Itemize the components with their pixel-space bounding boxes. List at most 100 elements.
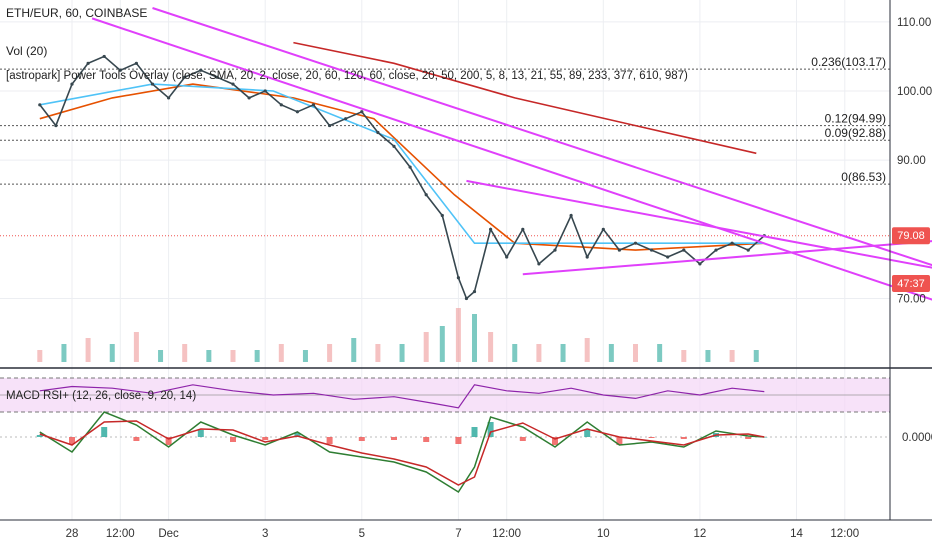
price-point-10 — [199, 68, 203, 72]
volume-bar-28 — [681, 350, 687, 362]
macd-hist-bar-2 — [101, 427, 108, 437]
fib-label-1: 0.12(94.99) — [825, 112, 886, 126]
volume-bar-29 — [705, 350, 711, 362]
price-point-9 — [183, 75, 187, 79]
volume-bar-11 — [302, 350, 308, 362]
volume-bar-16 — [423, 332, 429, 362]
symbol-title[interactable]: ETH/EUR, 60, COINBASE — [6, 6, 147, 20]
price-point-37 — [617, 248, 622, 252]
volume-bar-6 — [182, 344, 188, 362]
macd-hist-bar-15 — [487, 422, 494, 437]
signal-line — [39, 420, 765, 486]
volume-bar-23 — [560, 344, 566, 362]
price-point-45 — [746, 248, 750, 252]
volume-bar-30 — [729, 350, 735, 362]
countdown-tag: 47:37 — [892, 275, 930, 292]
volume-bar-18 — [455, 308, 461, 362]
price-point-33 — [553, 248, 557, 252]
volume-bar-15 — [399, 344, 405, 362]
volume-bar-19 — [472, 314, 477, 362]
fib-label-0: 0.236(103.17) — [811, 55, 886, 69]
rsi-line — [39, 384, 765, 409]
price-point-3 — [86, 61, 90, 65]
macd-hist-bar-12 — [423, 437, 430, 442]
time-tick-label-3: 3 — [262, 528, 268, 540]
countdown-label: 47:37 — [897, 278, 925, 290]
price-point-27 — [464, 296, 469, 301]
price-point-36 — [601, 227, 605, 231]
trendlines[interactable] — [91, 7, 932, 305]
price-point-34 — [569, 213, 573, 218]
macd-hist-bar-5 — [197, 430, 204, 437]
macd-hist-bar-14 — [471, 427, 478, 437]
macd-hist-bar-3 — [133, 437, 140, 441]
price-point-44 — [730, 241, 734, 245]
volume-bar-5 — [158, 350, 164, 362]
volume-bar-2 — [85, 338, 91, 362]
volume-bar-8 — [230, 350, 236, 362]
price-point-5 — [118, 68, 122, 72]
price-point-18 — [328, 123, 332, 128]
macd-zero-label: 0.0000 — [902, 432, 932, 444]
time-tick-label-1: 12:00 — [106, 528, 135, 540]
volume-bar-0 — [37, 350, 43, 362]
price-point-35 — [585, 255, 589, 259]
macd-hist-bar-21 — [680, 437, 687, 439]
fib-label-3: 0(86.53) — [841, 170, 886, 184]
volume-legend[interactable]: Vol (20) — [6, 44, 47, 58]
price-tick-label-0: 110.00 — [897, 17, 931, 29]
macd-hist-bar-6 — [230, 437, 236, 442]
price-point-26 — [456, 276, 460, 280]
overlay-legend[interactable]: [astropark] Power Tools Overlay (close, … — [6, 70, 688, 82]
volume-bar-27 — [657, 344, 663, 362]
price-point-43 — [714, 248, 718, 252]
volume-bar-24 — [584, 338, 590, 362]
price-point-23 — [408, 165, 412, 169]
volume-bar-1 — [61, 344, 67, 362]
macd-hist-bar-24 — [761, 437, 768, 438]
price-point-7 — [150, 82, 155, 86]
price-point-14 — [263, 89, 267, 93]
price-point-38 — [633, 241, 638, 245]
macd-hist-bar-20 — [648, 437, 655, 438]
trendline-3 — [91, 17, 932, 301]
oscillator-legend[interactable]: MACD RSI+ (12, 26, close, 9, 20, 14) — [6, 390, 196, 402]
price-point-19 — [344, 117, 348, 121]
volume-bar-4 — [133, 332, 139, 362]
macd-hist-bar-8 — [294, 433, 301, 437]
indicator-line-0 — [39, 83, 765, 251]
macd-hist-bar-17 — [552, 437, 558, 445]
price-axis[interactable]: 110.00 100.00 90.00 70.00 — [897, 17, 932, 306]
macd-hist-bar-7 — [262, 437, 269, 440]
macd-hist-bar-23 — [745, 437, 752, 439]
macd-hist-bar-19 — [616, 437, 623, 445]
price-tick-label-1: 100.00 — [897, 86, 932, 98]
volume-bar-10 — [278, 344, 284, 362]
price-point-39 — [650, 248, 654, 252]
volume-bar-22 — [536, 344, 542, 362]
price-point-11 — [215, 75, 219, 79]
macd-hist-bar-4 — [165, 437, 172, 445]
price-point-12 — [231, 82, 235, 86]
price-tick-label-3: 70.00 — [897, 294, 926, 306]
last-price-tag: 79.08 — [892, 227, 930, 245]
price-point-24 — [424, 193, 428, 197]
volume-bar-13 — [351, 338, 357, 362]
trendline-2 — [522, 240, 932, 276]
time-tick-label-6: 12:00 — [492, 528, 521, 540]
time-tick-label-2: Dec — [158, 528, 179, 540]
price-point-15 — [279, 103, 283, 107]
price-point-31 — [521, 227, 525, 231]
price-point-20 — [360, 110, 364, 114]
price-point-6 — [134, 61, 138, 65]
price-point-1 — [54, 123, 58, 128]
macd-hist-bar-10 — [358, 437, 365, 441]
volume-bar-9 — [254, 350, 260, 362]
macd-hist-bar-0 — [36, 435, 43, 437]
price-point-25 — [440, 213, 444, 218]
volume-bar-3 — [109, 344, 115, 362]
volume-bar-17 — [439, 326, 445, 362]
